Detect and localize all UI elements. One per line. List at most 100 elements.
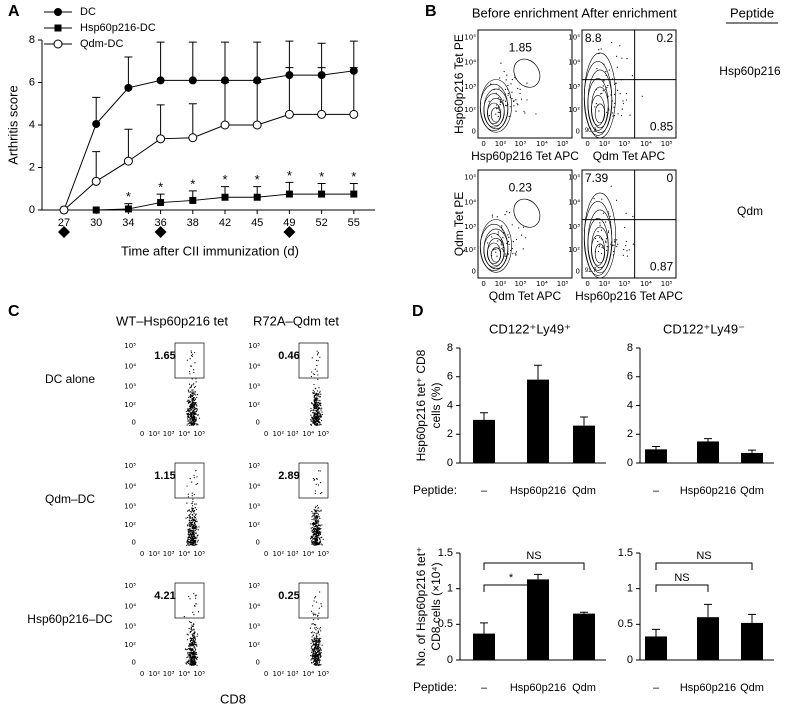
event — [311, 518, 313, 521]
event — [189, 424, 191, 426]
event — [317, 516, 319, 518]
gate-value: 1.85 — [509, 41, 533, 55]
error-bar — [188, 41, 197, 81]
event — [195, 381, 197, 383]
event — [314, 638, 316, 640]
event — [602, 212, 605, 214]
event — [491, 214, 493, 216]
x-tick-label: 10⁵ — [661, 280, 673, 288]
y-tick-label: 8 — [447, 342, 453, 354]
event — [194, 421, 196, 423]
event — [313, 618, 315, 621]
event — [310, 632, 312, 634]
event — [191, 505, 194, 507]
x-tick-label: 10³ — [287, 670, 299, 678]
event — [193, 631, 195, 633]
event — [317, 535, 319, 537]
event — [316, 649, 318, 651]
bar — [697, 617, 719, 660]
event — [597, 230, 599, 233]
event — [186, 400, 188, 402]
event — [505, 79, 507, 81]
event — [195, 538, 197, 540]
event — [315, 596, 317, 598]
event — [321, 524, 323, 526]
x-tick-label: 10³ — [287, 430, 299, 438]
event — [192, 384, 194, 386]
event — [191, 502, 193, 504]
event — [188, 660, 190, 662]
event — [189, 365, 192, 367]
y-tick-label: 0 — [256, 659, 260, 667]
event — [319, 652, 322, 654]
event — [319, 651, 321, 653]
event — [321, 605, 323, 607]
event — [319, 470, 321, 472]
event — [191, 517, 193, 519]
x-tick-label: 52 — [315, 217, 327, 229]
error-bar — [704, 438, 712, 442]
event — [605, 238, 608, 240]
data-point — [220, 120, 230, 130]
event — [317, 507, 319, 509]
event — [605, 88, 607, 91]
y-tick-label: 0 — [132, 539, 136, 547]
event — [317, 484, 320, 486]
event — [192, 664, 194, 666]
event — [313, 543, 315, 546]
event — [502, 249, 504, 251]
event — [311, 636, 313, 638]
event — [194, 637, 196, 639]
significance-star: * — [190, 176, 195, 191]
x-tick-label: 10³ — [287, 550, 299, 558]
event — [313, 415, 315, 417]
data-point — [221, 193, 229, 201]
event — [600, 93, 602, 95]
event — [192, 530, 194, 532]
event — [195, 657, 197, 659]
event — [317, 378, 319, 381]
event — [193, 529, 195, 531]
y-tick-label: 10⁵ — [464, 174, 476, 182]
bracket — [655, 584, 709, 592]
event — [189, 411, 191, 413]
event — [629, 114, 631, 116]
event — [187, 413, 189, 415]
event — [189, 405, 191, 407]
gate-value: 0.25 — [278, 590, 299, 602]
event — [319, 492, 322, 495]
event — [319, 654, 321, 656]
x-axis-label: Time after CII immunization (d) — [121, 243, 299, 258]
event — [508, 243, 510, 245]
event — [317, 404, 320, 406]
event — [185, 517, 187, 519]
event — [314, 387, 316, 389]
x-tick-label: 10² — [495, 280, 507, 288]
event — [314, 507, 317, 509]
event — [189, 656, 192, 658]
event — [193, 534, 195, 536]
x-tick-label: 10² — [272, 430, 284, 438]
event — [317, 418, 319, 420]
event — [624, 226, 626, 229]
x-tick-label: 10² — [148, 670, 160, 678]
event — [319, 402, 321, 404]
event — [191, 539, 193, 541]
event — [506, 74, 508, 76]
event — [192, 643, 194, 645]
event — [186, 510, 189, 512]
event — [315, 647, 317, 649]
data-point — [221, 76, 229, 85]
event — [310, 610, 313, 612]
event — [187, 525, 189, 527]
event — [625, 240, 627, 243]
y-tick-label: 10³ — [248, 503, 260, 511]
event — [311, 623, 313, 625]
event — [186, 502, 188, 504]
event — [312, 528, 314, 530]
gate-value: 0.23 — [509, 181, 533, 195]
x-tick-label: 0 — [585, 140, 589, 148]
legend-label: DC — [80, 6, 96, 18]
event — [498, 97, 500, 99]
event — [602, 85, 604, 87]
